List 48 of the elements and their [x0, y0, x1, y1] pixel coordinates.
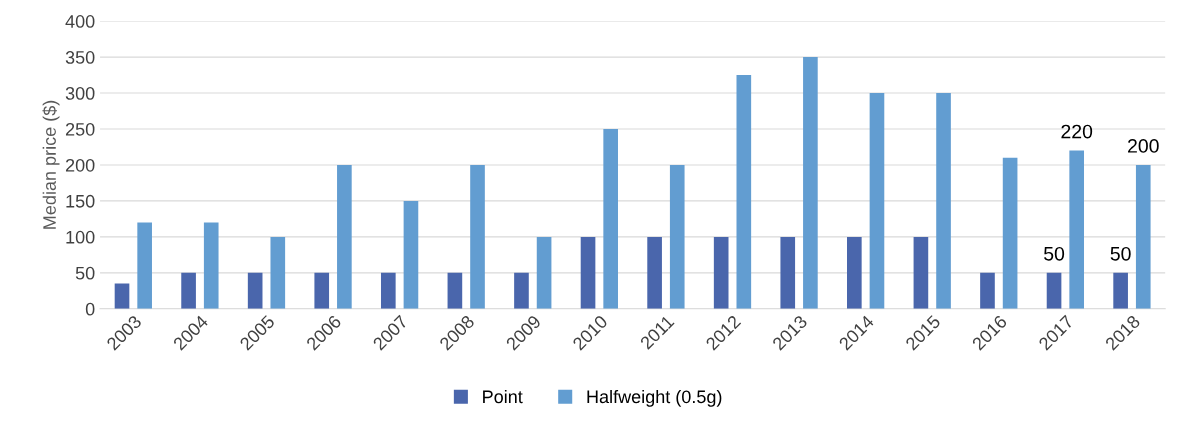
y-tick-label: 200	[65, 158, 95, 172]
bar	[603, 129, 618, 309]
y-tick-label: 350	[65, 51, 95, 64]
bar	[514, 272, 529, 309]
bar	[470, 164, 485, 309]
legend-label: Halfweight (0.5g)	[587, 389, 722, 407]
y-tick-label: 50	[75, 266, 95, 280]
bar	[203, 222, 219, 309]
bar	[403, 200, 419, 309]
data-label: 50	[1110, 246, 1131, 261]
bar	[803, 57, 818, 309]
bar	[647, 236, 662, 309]
bar	[247, 272, 263, 309]
y-tick-label: 100	[66, 230, 95, 244]
bar	[314, 272, 330, 309]
data-label: 220	[1061, 124, 1093, 139]
bar	[936, 93, 951, 309]
bar	[1113, 272, 1128, 309]
bar	[536, 236, 552, 309]
bar	[713, 236, 729, 309]
bar	[736, 75, 752, 309]
y-tick-label: 0	[85, 302, 95, 316]
bar	[913, 236, 929, 309]
y-tick-label: 400	[65, 15, 95, 28]
bar	[380, 272, 396, 309]
bar	[114, 283, 130, 309]
bar	[847, 236, 862, 309]
y-tick-label: 250	[65, 122, 95, 136]
bar	[447, 272, 463, 309]
bar	[337, 164, 352, 309]
y-axis-title: Median price ($)	[42, 100, 60, 229]
bar	[1069, 150, 1085, 309]
y-tick-label: 300	[65, 86, 95, 100]
bar	[1135, 164, 1151, 309]
bar	[1002, 157, 1018, 309]
bar	[1046, 272, 1062, 309]
bar	[580, 236, 596, 309]
bar	[980, 272, 995, 309]
bar	[780, 236, 796, 309]
bar	[869, 93, 885, 309]
legend-label: Point	[483, 389, 523, 404]
y-tick-label: 150	[66, 194, 95, 208]
bar	[137, 222, 152, 309]
bar	[270, 236, 286, 309]
data-label: 200	[1128, 139, 1159, 153]
bar	[669, 164, 685, 309]
bar	[181, 272, 196, 309]
data-label: 50	[1044, 246, 1065, 261]
